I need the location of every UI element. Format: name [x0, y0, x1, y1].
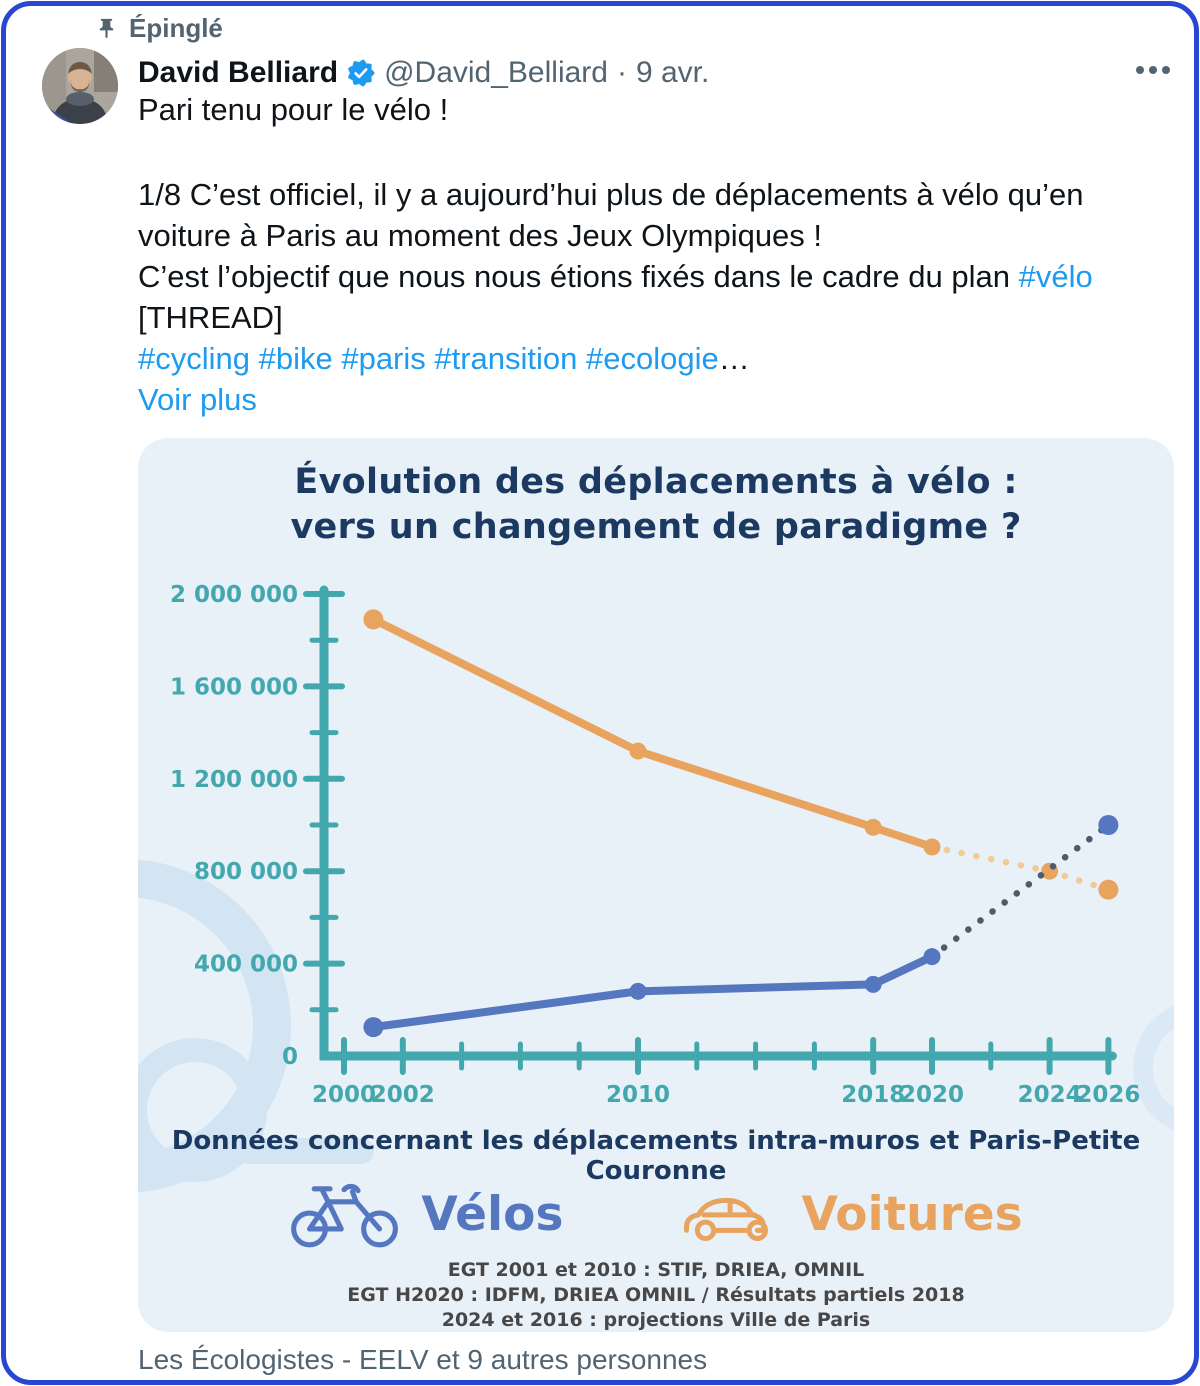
pinned-label: Épinglé — [129, 13, 223, 43]
author-name[interactable]: David Belliard — [138, 56, 339, 89]
y-tick-label: 1 600 000 — [170, 674, 298, 700]
watermark-arch — [138, 859, 291, 1193]
legend-label-voitures: Voitures — [801, 1186, 1023, 1242]
watermark-wheel — [138, 1038, 267, 1182]
tweet-intro: Pari tenu pour le vélo ! — [138, 92, 449, 127]
tweet-paragraph-2-text: C’est l’objectif que nous nous étions fi… — [138, 259, 1019, 294]
chart-caption: Données concernant les déplacements intr… — [171, 1126, 1141, 1186]
see-more-link[interactable]: Voir plus — [138, 382, 257, 417]
data-point-voitures-2020 — [923, 838, 941, 856]
source-line-2: EGT H2020 : IDFM, DRIEA OMNIL / Résultat… — [347, 1284, 965, 1306]
x-tick-label: 2020 — [900, 1082, 964, 1108]
chart-title: Évolution des déplacements à vélo : vers… — [138, 460, 1174, 550]
dot-separator: · — [616, 56, 627, 89]
verified-badge-icon — [348, 59, 375, 87]
legend-item-voitures: Voitures — [681, 1183, 1023, 1245]
tweet-footer-social-context[interactable]: Les Écologistes - EELV et 9 autres perso… — [138, 1344, 708, 1375]
car-icon — [684, 1197, 769, 1242]
hashtags-links[interactable]: #cycling #bike #paris #transition #ecolo… — [138, 341, 719, 376]
x-tick-label: 2024 — [1018, 1082, 1082, 1108]
tweet-paragraph-1: 1/8 C’est officiel, il y a aujourd’hui p… — [138, 177, 1084, 253]
author-handle[interactable]: @David_Belliard — [384, 56, 608, 89]
x-tick-label: 2018 — [841, 1082, 905, 1108]
series-projection-vélos — [928, 821, 1112, 960]
watermark-ring-right — [1133, 1005, 1174, 1131]
chart-media-card[interactable]: Évolution des déplacements à vélo : vers… — [138, 438, 1174, 1332]
y-tick-label: 400 000 — [194, 952, 298, 978]
x-tick-label: 2002 — [371, 1082, 435, 1108]
source-line-1: EGT 2001 et 2010 : STIF, DRIEA, OMNIL — [447, 1259, 865, 1281]
y-tick-label: 1 200 000 — [170, 767, 298, 793]
series-projection-voitures — [928, 843, 1112, 893]
tweet-paragraph-2: C’est l’objectif que nous nous étions fi… — [138, 256, 1178, 297]
data-point-vélos-2010 — [629, 982, 647, 1000]
y-tick-label: 0 — [282, 1044, 298, 1070]
data-point-vélos-2001 — [363, 1017, 384, 1038]
tweet-header: David Belliard @David_Belliard · 9 avr. — [138, 56, 709, 90]
watermark-bar — [234, 1138, 374, 1164]
data-point-vélos-2020 — [923, 948, 941, 966]
chart-sources: EGT 2001 et 2010 : STIF, DRIEA, OMNIL EG… — [138, 1258, 1174, 1332]
bicycle-icon — [291, 1183, 399, 1248]
data-point-voitures-2026 — [1098, 879, 1119, 900]
more-icon — [1136, 66, 1144, 74]
data-point-voitures-2018 — [864, 818, 882, 836]
axes — [319, 585, 1117, 1061]
x-tick-label: 2026 — [1076, 1082, 1140, 1108]
source-line-3: 2024 et 2016 : projections Ville de Pari… — [441, 1309, 871, 1331]
series-line-vélos — [369, 952, 936, 1032]
watermark-decorations — [138, 859, 1174, 1193]
legend-item-velos: Vélos — [289, 1176, 563, 1252]
tweet-body: 1/8 C’est officiel, il y a aujourd’hui p… — [138, 174, 1178, 420]
y-tick-label: 2 000 000 — [170, 582, 298, 608]
chart-title-line2: vers un changement de paradigme ? — [290, 507, 1022, 547]
x-tick-label: 2010 — [606, 1082, 670, 1108]
more-button[interactable] — [1130, 60, 1176, 80]
data-point-voitures-2001 — [363, 609, 384, 630]
pinned-row: Épinglé — [95, 13, 223, 44]
pin-icon — [99, 18, 114, 39]
tweet-hashtags-line: #cycling #bike #paris #transition #ecolo… — [138, 338, 1178, 379]
tweet-paragraph-3: [THREAD] — [138, 300, 283, 335]
legend-label-velos: Vélos — [421, 1186, 564, 1242]
x-tick-label: 2000 — [312, 1082, 376, 1108]
data-point-vélos-2026 — [1098, 815, 1119, 835]
avatar-image — [42, 48, 118, 124]
data-point-voitures-2010 — [629, 742, 647, 760]
series-line-voitures — [369, 615, 936, 851]
y-tick-label: 800 000 — [194, 859, 298, 885]
hashtag-velo-link[interactable]: #vélo — [1018, 259, 1093, 294]
see-more-line: Voir plus — [138, 379, 1178, 420]
ellipsis: … — [718, 341, 750, 376]
chart-legend: Vélos Voitures — [138, 1168, 1174, 1260]
tweet-date[interactable]: 9 avr. — [635, 56, 710, 89]
data-point-vélos-2018 — [864, 975, 882, 993]
chart-title-line1: Évolution des déplacements à vélo : — [294, 462, 1018, 502]
avatar[interactable] — [42, 48, 118, 124]
line-chart: 2 000 000 1 600 000 1 200 000 800 000 400 00… — [170, 582, 1140, 1108]
